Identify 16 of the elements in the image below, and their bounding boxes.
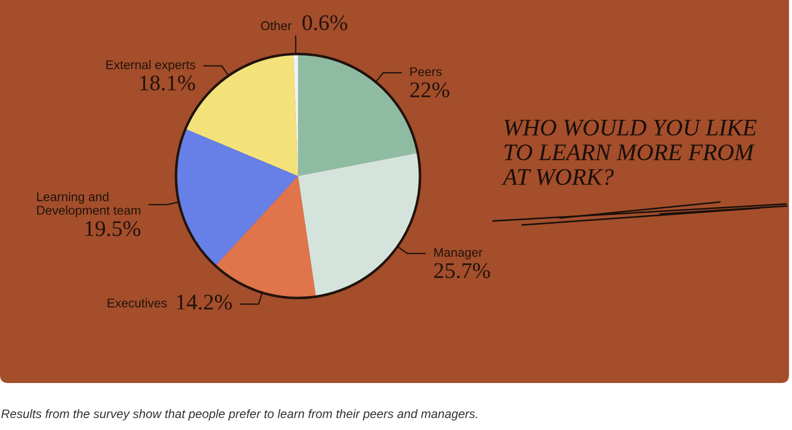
slice-label: Executives [108, 298, 167, 308]
slice-label: Peers [410, 67, 442, 76]
slice-label: Other [261, 20, 292, 30]
data-label: 22% [410, 82, 450, 98]
data-label: 0.6% [302, 15, 348, 30]
slice-label: External experts [106, 60, 196, 72]
data-label: 14.2% [177, 294, 232, 310]
data-label: 19.5% [86, 221, 140, 236]
slice-label: Manager [434, 248, 482, 260]
data-label: 18.1% [140, 75, 195, 91]
pie-slice [298, 152, 420, 297]
text: Results from the survey show that people prefer to learn from their peers and managers. [1, 409, 478, 421]
text: WHO WOULD YOU LIKE TO LEARN MORE FROM AT WORK? [502, 120, 756, 186]
data-label: 25.7% [434, 263, 490, 278]
pie-slice [176, 128, 298, 266]
slice-label: Learning and Development team [37, 192, 140, 218]
